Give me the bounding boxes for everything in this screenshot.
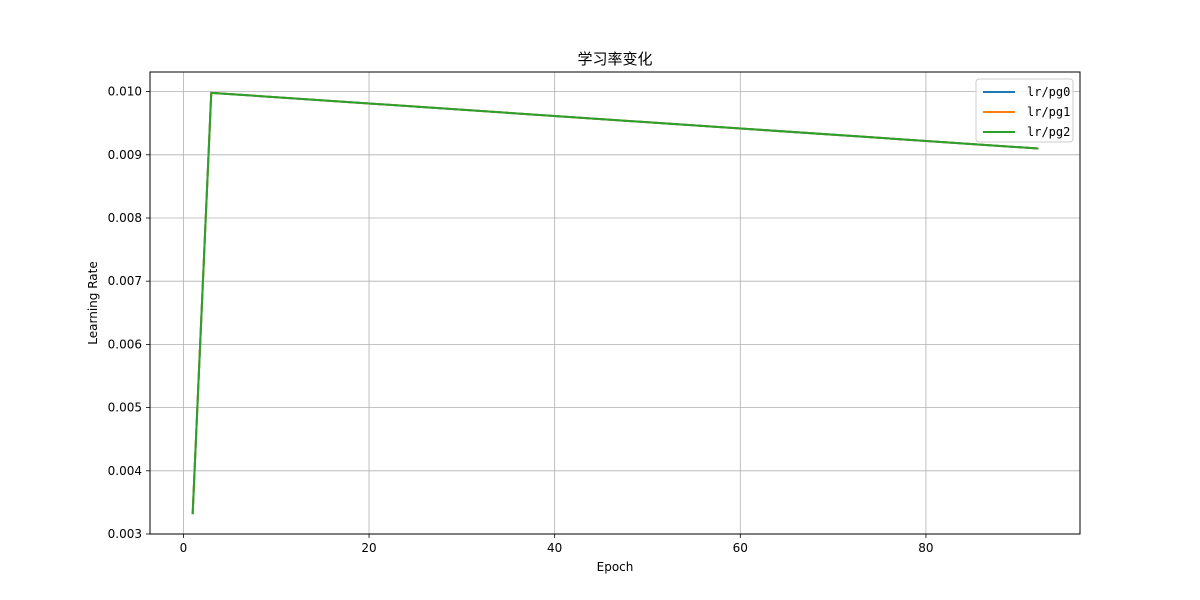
y-tick-label: 0.007 xyxy=(108,274,142,288)
x-tick-label: 40 xyxy=(547,541,562,555)
y-tick-label: 0.008 xyxy=(108,211,142,225)
series-line-lr-pg2 xyxy=(191,91,1039,515)
legend-label: lr/pg1 xyxy=(1027,105,1070,119)
y-tick-label: 0.009 xyxy=(108,148,142,162)
series-line-lr-pg0 xyxy=(191,91,1039,515)
chart-title: 学习率变化 xyxy=(577,50,652,68)
y-axis-ticks: 0.003 0.004 0.005 0.006 0.007 0.008 0.009 0.010 xyxy=(108,85,150,541)
x-tick-label: 80 xyxy=(918,541,933,555)
y-tick-label: 0.010 xyxy=(108,85,142,99)
legend-label: lr/pg2 xyxy=(1027,125,1070,139)
x-axis-label: Epoch xyxy=(597,560,634,574)
x-tick-label: 60 xyxy=(733,541,748,555)
plot-frame xyxy=(149,71,1081,535)
x-tick-label: 20 xyxy=(361,541,376,555)
y-tick-label: 0.004 xyxy=(108,464,142,478)
legend-label: lr/pg0 xyxy=(1027,85,1070,99)
y-tick-label: 0.006 xyxy=(108,337,142,351)
legend-box xyxy=(975,78,1074,143)
series-lines xyxy=(191,91,1039,515)
legend: lr/pg0 lr/pg1 lr/pg2 xyxy=(975,78,1074,143)
x-axis-ticks: 0 20 40 60 80 xyxy=(180,534,934,555)
x-tick-label: 0 xyxy=(180,541,188,555)
y-axis-label: Learning Rate xyxy=(86,261,100,344)
y-tick-label: 0.003 xyxy=(108,527,142,541)
series-line-lr-pg1 xyxy=(191,91,1039,515)
y-tick-label: 0.005 xyxy=(108,401,142,415)
